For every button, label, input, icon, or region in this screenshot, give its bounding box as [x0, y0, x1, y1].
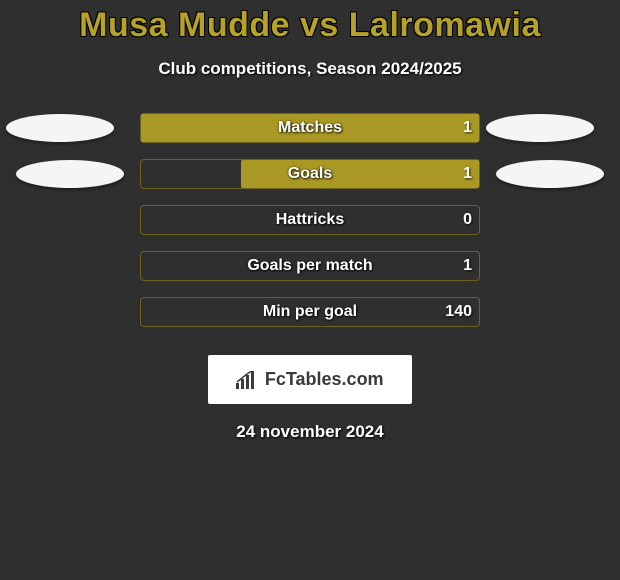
- title-vs: vs: [300, 6, 339, 44]
- marker-right: [486, 114, 594, 142]
- stats-block: Matches 1 Goals 1 Hattricks 0 Goals per …: [70, 113, 550, 327]
- footer-date: 24 november 2024: [0, 422, 620, 442]
- marker-left: [16, 160, 124, 188]
- marker-right: [496, 160, 604, 188]
- brand-text: FcTables.com: [265, 369, 384, 389]
- stat-row-matches: Matches 1: [70, 113, 550, 143]
- stat-value-right: 140: [410, 297, 472, 327]
- stat-value-right: 1: [410, 113, 472, 143]
- stat-row-hattricks: Hattricks 0: [70, 205, 550, 235]
- bars-icon: [236, 371, 258, 389]
- marker-left: [6, 114, 114, 142]
- stat-value-right: 1: [410, 251, 472, 281]
- stat-row-gpm: Goals per match 1: [70, 251, 550, 281]
- subtitle: Club competitions, Season 2024/2025: [0, 59, 620, 79]
- player2-name: Lalromawia: [349, 6, 541, 44]
- stat-value-right: 1: [410, 159, 472, 189]
- stat-value-right: 0: [410, 205, 472, 235]
- stat-row-goals: Goals 1: [70, 159, 550, 189]
- brand-badge: FcTables.com: [208, 355, 411, 404]
- comparison-card: Musa Mudde vs Lalromawia Club competitio…: [0, 0, 620, 580]
- page-title: Musa Mudde vs Lalromawia: [0, 0, 620, 45]
- stat-row-mpg: Min per goal 140: [70, 297, 550, 327]
- player1-name: Musa Mudde: [79, 6, 290, 44]
